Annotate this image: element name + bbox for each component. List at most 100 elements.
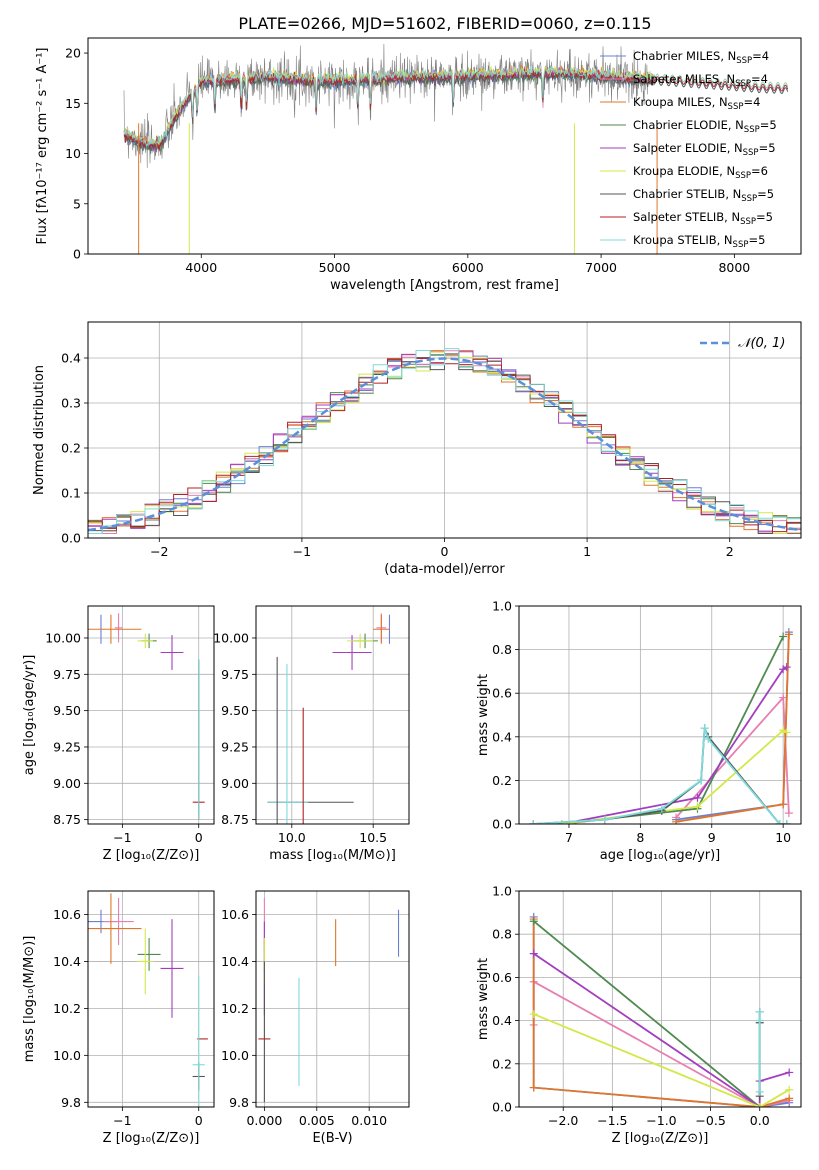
x-tick-label: −2 — [150, 544, 168, 559]
legend-text: Chabrier STELIB, N — [633, 187, 741, 201]
age-vs-metallicity-panel: −1 0 8.75 9.00 9.25 9.50 9.75 10.00 Z [log₁₀(Z/Z… — [22, 605, 215, 863]
massweight_vs_age-plot-area — [519, 605, 801, 825]
legend-text: =6 — [751, 164, 768, 178]
x-tick-label: 0.0 — [750, 1113, 770, 1128]
massweight_vs_age-frame — [518, 605, 802, 825]
data-point-marker — [755, 1087, 764, 1096]
y-tick-label: 0.3 — [61, 396, 81, 411]
x-tick-label: 0.000 — [246, 1113, 282, 1128]
data-point-marker — [529, 917, 538, 926]
x-tick-label: 0.010 — [351, 1113, 387, 1128]
y-tick-label: 9.00 — [53, 776, 81, 791]
spectrum-series-layer — [123, 43, 789, 254]
data-point-marker — [782, 663, 791, 672]
x-tick-label: 10.0 — [278, 830, 306, 845]
y-tick-label: 10.4 — [221, 954, 249, 969]
legend-text: Salpeter ELODIE, N — [633, 141, 743, 155]
y-tick-label: 0.8 — [492, 642, 512, 657]
spectrum-panel: 4000 5000 6000 7000 8000 0 5 10 15 20 wavelength [… — [35, 37, 802, 293]
legend-text: =5 — [759, 141, 776, 155]
mass-weight-line — [561, 666, 788, 824]
legend-entry-label: Chabrier STELIB, NSSP=5 — [633, 187, 774, 204]
y-tick-label: 9.8 — [229, 1095, 249, 1110]
x-tick-label: 7 — [565, 830, 573, 845]
y-tick-label: 0.0 — [61, 531, 81, 546]
legend-text: =5 — [757, 187, 774, 201]
x-tick-label: 8000 — [718, 260, 750, 275]
y-tick-label: 0.6 — [492, 970, 512, 985]
x-tick-label: 10.5 — [359, 830, 387, 845]
mass-vs-metallicity-panel: −1 0 9.8 10.0 10.2 10.4 10.6 Z [log₁₀(Z/Z⊙)] mas… — [22, 890, 215, 1146]
data-point-marker — [693, 793, 702, 802]
age_vs_mass-series-layer — [267, 613, 391, 824]
spectrum-frame — [87, 37, 802, 255]
age_vs_Z-plot-area — [88, 606, 214, 824]
legend-entry-label: 𝒩(0, 1) — [738, 336, 785, 351]
y-tick-label: 1.0 — [492, 599, 512, 614]
legend-text: Chabrier ELODIE, N — [633, 118, 744, 132]
y-axis-label: mass [log₁₀(M/M⊙)] — [22, 936, 37, 1063]
age_vs_mass-frame — [255, 605, 410, 825]
legend-subscript: SSP — [733, 240, 749, 250]
mass-weight-vs-age-panel: 7 8 9 10 0.0 0.2 0.4 0.6 0.8 1.0 age [log₁₀(age/yr… — [476, 599, 802, 863]
mass_vs_Z-plot-area — [88, 891, 214, 1107]
y-tick-label: 1.0 — [492, 884, 512, 899]
legend-subscript: SSP — [744, 125, 760, 135]
residual-histogram-panel: −2 −1 0 1 2 0.0 0.1 0.2 0.3 0.4 (data-model)/error… — [32, 321, 802, 577]
legend-text: =5 — [756, 210, 773, 224]
legend-subscript: SSP — [736, 56, 752, 66]
legend-text: Kroupa ELODIE, N — [633, 164, 735, 178]
data-point-marker — [529, 949, 538, 958]
legend-text: =4 — [743, 95, 760, 109]
x-tick-label: 0 — [441, 544, 449, 559]
x-axis-label: Z [log₁₀(Z/Z⊙)] — [103, 848, 200, 863]
age-vs-mass-panel: 10.0 10.5 8.75 9.00 9.25 9.50 9.75 10.00 mass [l… — [213, 605, 410, 863]
legend-text: Kroupa STELIB, N — [633, 233, 733, 247]
y-tick-label: 0.0 — [492, 1100, 512, 1115]
model-spectrum-line — [123, 65, 789, 148]
x-tick-label: 0 — [195, 1113, 203, 1128]
massweight_vs_Z-plot-area — [519, 890, 801, 1108]
y-axis-label: age [log₁₀(age/yr)] — [22, 655, 37, 776]
legend-text: Salpeter STELIB, N — [633, 210, 740, 224]
mass-weight-line — [532, 919, 790, 1107]
legend-entry-label: Salpeter MILES, NSSP=4 — [633, 72, 768, 89]
y-tick-label: 9.75 — [221, 667, 249, 682]
mass-weight-line — [533, 920, 761, 1107]
legend-subscript: SSP — [740, 217, 756, 227]
y-tick-label: 10.4 — [53, 954, 81, 969]
data-point-marker — [782, 728, 791, 737]
x-tick-label: −0.5 — [695, 1113, 725, 1128]
mass_vs_ebv-frame — [255, 890, 410, 1108]
data-point-marker — [529, 1083, 538, 1092]
legend-text: Chabrier MILES, N — [633, 49, 736, 63]
legend-text: Kroupa MILES, N — [633, 95, 728, 109]
y-tick-label: 0.2 — [61, 441, 81, 456]
x-tick-label: 1 — [583, 544, 591, 559]
mass_vs_Z-frame — [87, 890, 215, 1108]
data-point-marker — [779, 800, 788, 809]
x-tick-label: 0 — [195, 830, 203, 845]
y-tick-label: 0.0 — [492, 817, 512, 832]
x-tick-label: −2.0 — [548, 1113, 578, 1128]
x-axis-label: (data-model)/error — [384, 562, 505, 577]
y-tick-label: 10.0 — [221, 1048, 249, 1063]
legend-entry-label: Salpeter ELODIE, NSSP=5 — [633, 141, 776, 158]
x-tick-label: 6000 — [452, 260, 484, 275]
x-tick-label: 9 — [708, 830, 716, 845]
data-point-marker — [657, 804, 666, 813]
data-point-marker — [779, 632, 788, 641]
data-point-marker — [672, 817, 681, 824]
y-tick-label: 9.50 — [221, 703, 249, 718]
legend-entry-label: Kroupa MILES, NSSP=4 — [633, 95, 760, 112]
y-tick-label: 9.75 — [53, 667, 81, 682]
y-tick-label: 10.2 — [53, 1001, 81, 1016]
data-point-marker — [755, 1007, 764, 1016]
data-point-marker — [755, 1103, 764, 1107]
legend-subscript: SSP — [735, 79, 751, 89]
normal-curve-line — [88, 357, 801, 532]
data-point-marker — [700, 724, 709, 733]
x-tick-label: 8 — [636, 830, 644, 845]
mass-vs-ebv-panel: 0.000 0.005 0.010 9.8 10.0 10.2 10.4 10.6 E(B-V) — [221, 890, 410, 1146]
